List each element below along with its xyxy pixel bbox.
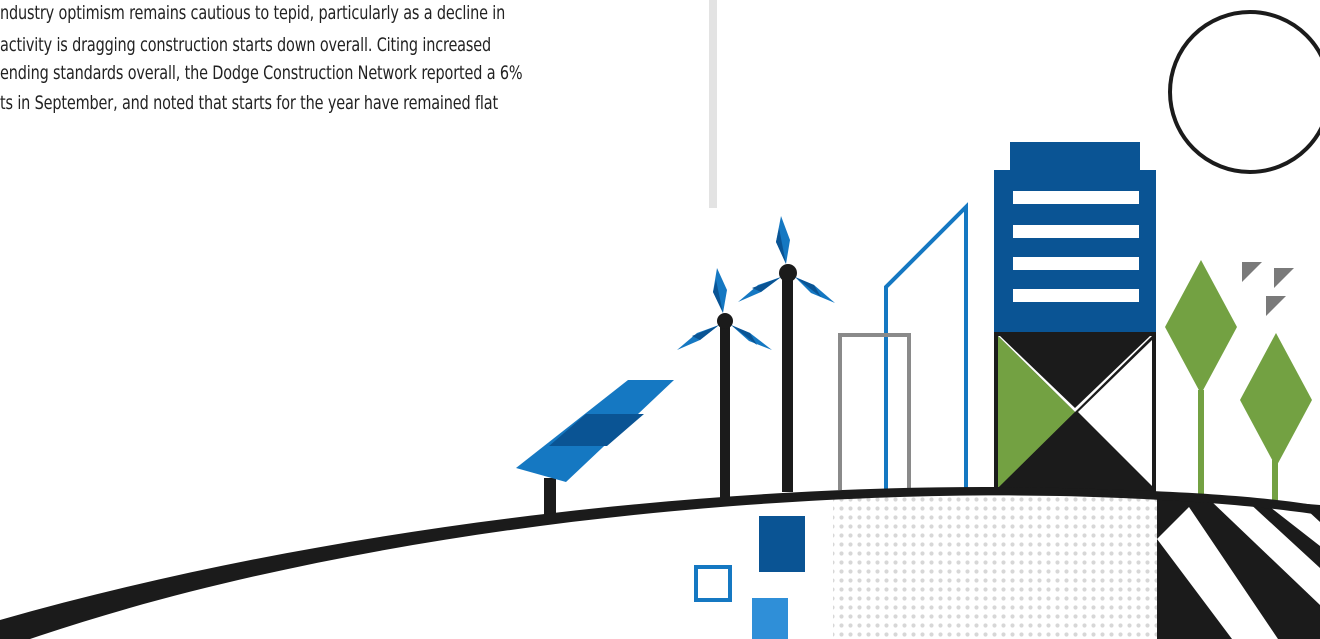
building-outline-blue-icon (886, 207, 966, 490)
sun-outline-icon (1170, 12, 1320, 172)
striped-field-pattern (1157, 492, 1320, 639)
tree-tall-icon (1165, 260, 1237, 495)
wind-turbine-small-icon (677, 268, 772, 498)
solar-panel-icon (516, 380, 674, 516)
building-outline-gray-icon (840, 335, 909, 490)
tree-short-icon (1240, 333, 1312, 505)
bird-triangles-icon (1242, 262, 1294, 316)
square-light-blue-icon (752, 598, 788, 639)
dotted-field-pattern (833, 493, 1157, 639)
office-building-icon (994, 142, 1156, 492)
wind-turbine-large-icon (738, 216, 835, 492)
square-dark-blue-icon (759, 516, 805, 572)
square-outline-blue-icon (696, 567, 730, 600)
